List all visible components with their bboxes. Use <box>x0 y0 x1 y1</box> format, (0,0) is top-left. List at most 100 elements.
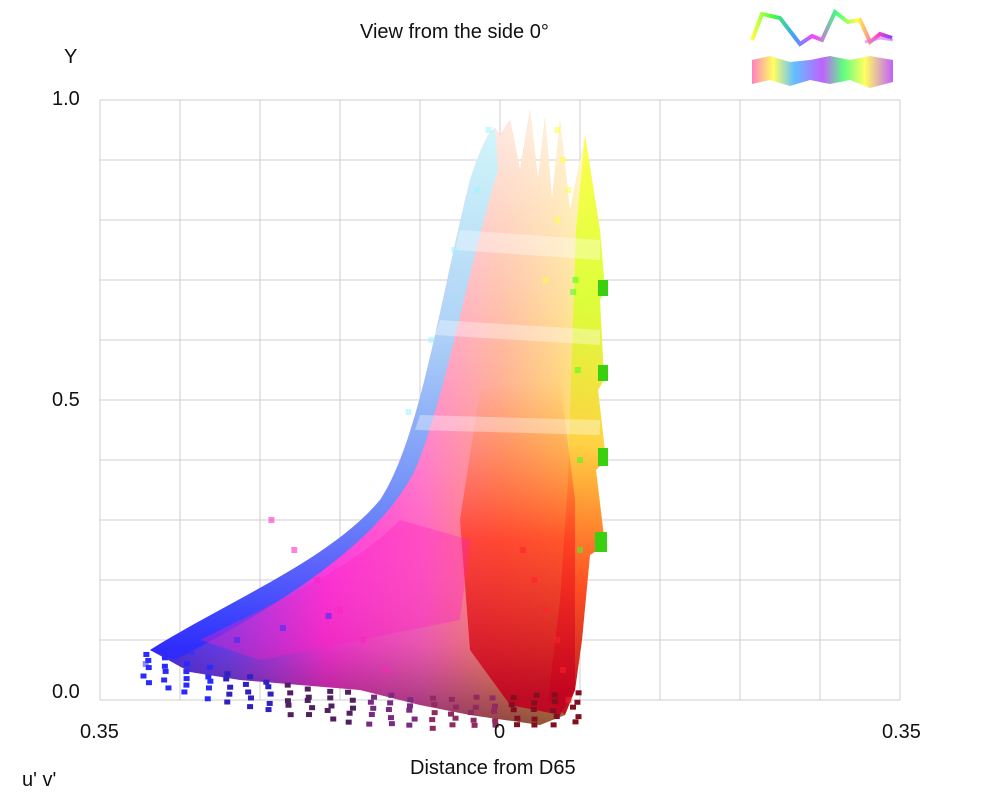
scatter-square <box>183 669 190 675</box>
y-tick-label: 0.0 <box>52 681 80 703</box>
data-point-series-0 <box>531 577 538 583</box>
scatter-square <box>145 657 152 663</box>
scatter-square <box>388 692 395 698</box>
scatter-square <box>224 671 231 677</box>
scatter-square <box>287 690 294 696</box>
scatter-square <box>242 681 249 687</box>
scatter-square <box>385 707 392 713</box>
scatter-square <box>226 691 233 697</box>
scatter-square <box>575 714 582 720</box>
scatter-square <box>145 680 152 686</box>
data-point-series-2 <box>279 625 286 631</box>
scatter-square <box>550 722 557 728</box>
scatter-square <box>387 715 394 721</box>
scatter-square <box>247 704 254 710</box>
scatter-square <box>245 689 252 695</box>
solid-magenta-band <box>200 520 470 660</box>
scatter-square <box>368 712 375 718</box>
scatter-square <box>345 689 352 695</box>
color-solid <box>150 110 608 725</box>
scatter-square <box>429 717 436 723</box>
solid-left-rim <box>150 128 498 660</box>
scatter-square <box>265 707 272 713</box>
x-tick-label: 0 <box>494 721 506 743</box>
scatter-square <box>431 702 438 708</box>
x-tick-label: 0.35 <box>80 721 119 743</box>
scatter-square <box>491 703 498 709</box>
scatter-square <box>489 695 496 701</box>
pastel-bands <box>415 230 600 435</box>
solid-red-core <box>460 380 575 715</box>
data-point-series-0 <box>554 637 561 643</box>
scatter-square <box>224 699 231 705</box>
data-point-series-5 <box>474 187 481 193</box>
data-point-series-4 <box>559 157 566 163</box>
scatter-square <box>285 702 292 708</box>
scatter-square <box>304 686 311 692</box>
scatter-square <box>223 676 230 682</box>
data-point-series-1 <box>268 517 275 523</box>
scatter-square <box>284 682 291 688</box>
scatter-square <box>429 725 436 731</box>
data-point-series-2 <box>234 637 241 643</box>
scatter-square <box>387 700 394 706</box>
scatter-square <box>492 722 499 728</box>
scatter-square <box>510 707 517 713</box>
data-point-series-1 <box>291 547 298 553</box>
scatter-square <box>309 705 316 711</box>
scatter-square <box>165 685 172 691</box>
scatter-square <box>491 708 498 714</box>
scatter-square <box>514 722 521 728</box>
thumbnail-line-strip-shadow <box>864 36 894 44</box>
scatter-square <box>304 697 311 703</box>
scatter-square <box>406 703 413 709</box>
scatter-square <box>306 712 313 718</box>
scatter-square <box>265 684 272 690</box>
scatter-square <box>266 700 273 706</box>
legend-thumbnails <box>750 8 894 88</box>
scatter-square <box>510 695 517 701</box>
data-point-series-4 <box>542 277 549 283</box>
scatter-square <box>181 689 188 695</box>
scatter-square <box>514 715 521 721</box>
data-point-series-1 <box>382 667 389 673</box>
scatter-square <box>227 684 234 690</box>
scatter-square <box>448 696 455 702</box>
scatter-square <box>366 721 373 727</box>
data-point-series-5 <box>451 247 458 253</box>
data-point-series-4 <box>565 187 572 193</box>
data-point-series-0 <box>519 547 526 553</box>
scatter-square <box>531 716 538 722</box>
data-point-series-5 <box>405 409 412 415</box>
data-point-series-0 <box>559 667 566 673</box>
scatter-square <box>143 651 150 657</box>
data-point-series-3 <box>577 547 583 553</box>
scatter-square <box>407 697 414 703</box>
data-point-series-3 <box>572 277 579 283</box>
scatter-square <box>207 678 214 684</box>
scatter-square <box>550 708 557 714</box>
scatter-square <box>204 696 211 702</box>
scatter-square <box>330 716 337 722</box>
scatter-square <box>263 679 270 685</box>
scatter-square <box>467 710 474 716</box>
scatter-square <box>411 716 418 722</box>
x-tick-label: 0.35 <box>882 721 921 743</box>
data-point-series-4 <box>554 217 561 223</box>
scatter-square <box>247 695 254 701</box>
scatter-square <box>553 714 560 720</box>
scatter-square <box>575 690 582 696</box>
scatter-square <box>161 663 168 669</box>
y-tick-label: 0.5 <box>52 389 80 411</box>
scatter-square <box>367 699 374 705</box>
scatter-square <box>205 685 212 691</box>
scatter-square <box>161 677 168 683</box>
scatter-square <box>345 719 352 725</box>
scatter-square <box>473 694 480 700</box>
data-point-series-1 <box>359 637 366 643</box>
scatter-square <box>452 715 459 721</box>
scatter-square <box>206 664 213 670</box>
y-tick-label: 1.0 <box>52 88 80 110</box>
uv-corner-label: u' v' <box>22 769 57 791</box>
